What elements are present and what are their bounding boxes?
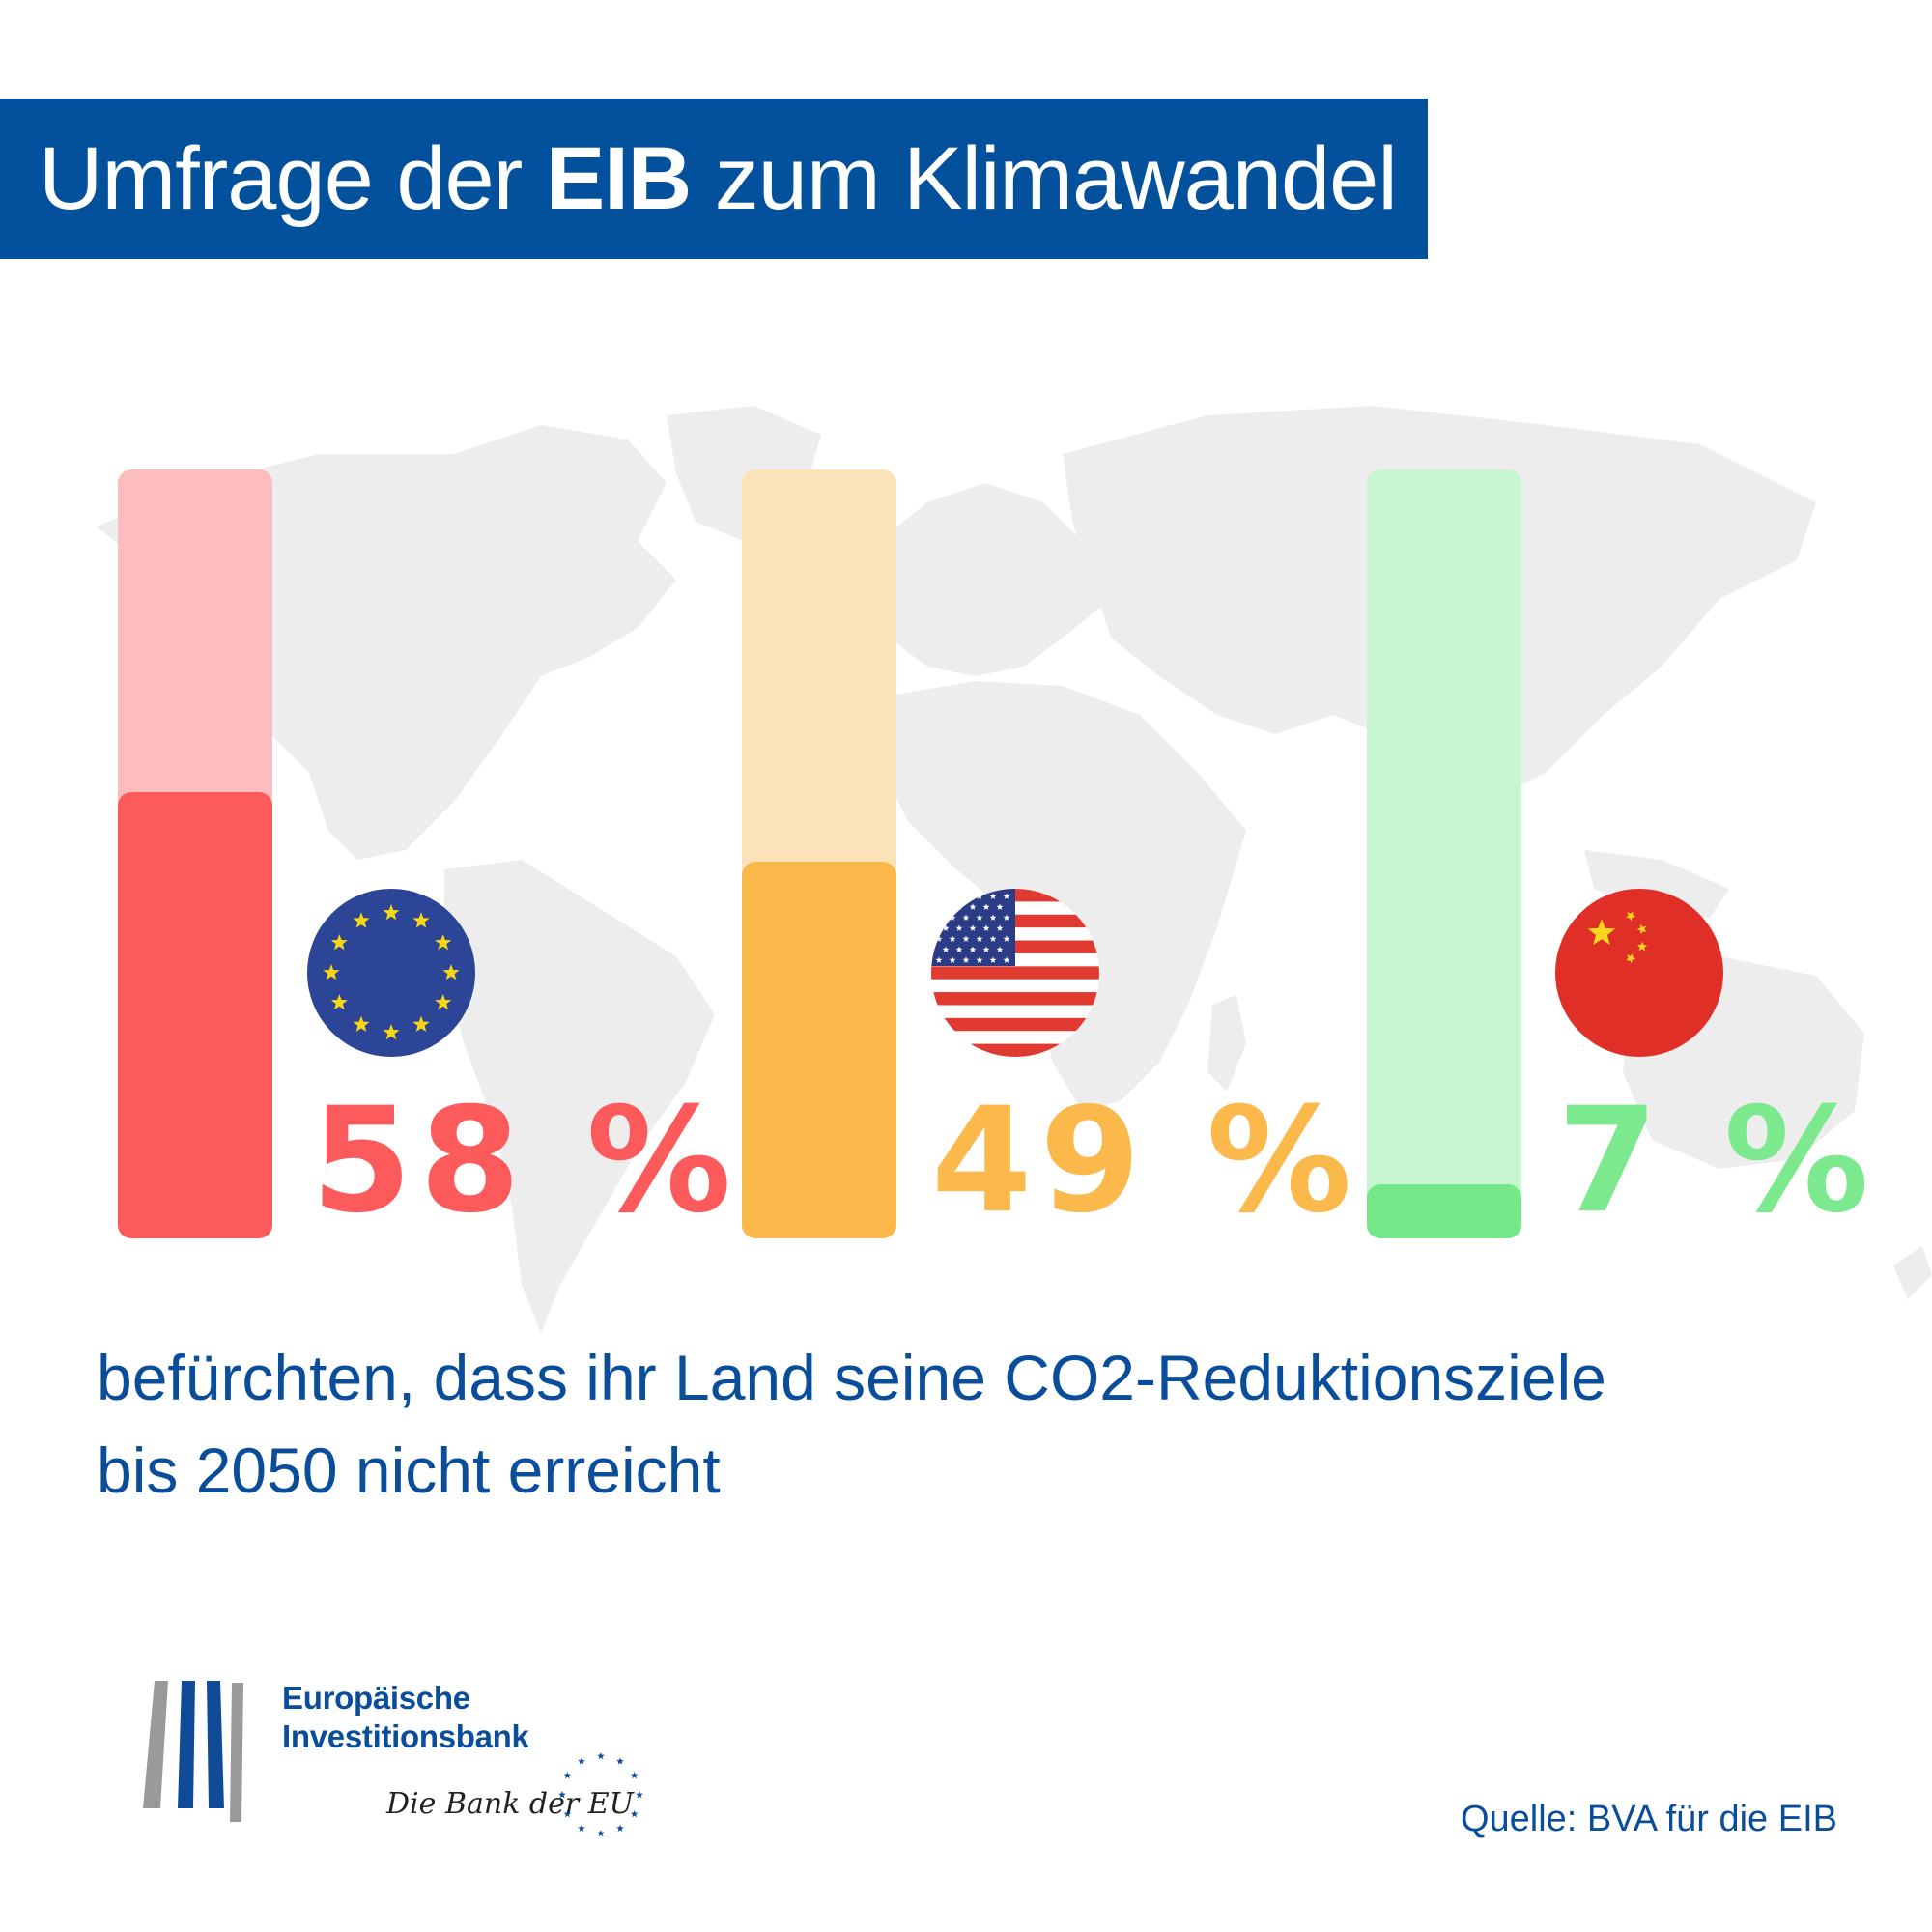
star-icon (578, 1757, 585, 1765)
star-icon (942, 903, 950, 910)
star-icon (1003, 893, 1010, 899)
star-icon (435, 994, 452, 1010)
star-icon (323, 964, 340, 980)
chart-caption: befürchten, dass ihr Land seine CO2-Redu… (97, 1331, 1855, 1517)
star-icon (558, 1791, 566, 1799)
star-icon (949, 914, 956, 921)
value-label: 7 % (1557, 1077, 1877, 1245)
star-icon (1636, 923, 1647, 935)
star-icon (942, 946, 950, 952)
star-icon (353, 1015, 370, 1032)
page-title: Umfrage der EIB zum Klimawandel (39, 128, 1398, 230)
flag-stripe (931, 1043, 1099, 1057)
star-icon (597, 1830, 605, 1837)
star-icon (976, 914, 983, 921)
star-icon (969, 903, 977, 910)
star-icon (935, 956, 943, 963)
logo-line-2: Investitionsbank (282, 1719, 529, 1754)
star-icon (636, 1791, 643, 1799)
star-icon (949, 935, 956, 942)
flag-stripe (931, 1017, 1099, 1032)
star-icon (383, 904, 400, 921)
star-icon (962, 914, 970, 921)
bar-fill (1367, 1184, 1521, 1238)
star-icon (935, 893, 943, 899)
eu-flag-icon (307, 889, 475, 1057)
star-icon (996, 924, 1004, 931)
star-icon (996, 903, 1004, 910)
star-icon (962, 893, 970, 899)
star-icon (630, 1810, 639, 1818)
star-icon (996, 946, 1004, 952)
star-icon (989, 935, 997, 942)
star-icon (976, 935, 983, 942)
star-icon (1003, 956, 1010, 963)
caption-line-2: bis 2050 nicht erreicht (97, 1435, 721, 1506)
bar-column-usa (742, 469, 896, 1238)
star-icon (989, 914, 997, 921)
star-icon (330, 934, 348, 951)
star-icon (935, 935, 943, 942)
value-label: 49 % (931, 1077, 1360, 1245)
star-icon (383, 1024, 400, 1040)
star-icon (597, 1752, 605, 1760)
star-icon (962, 956, 970, 963)
us-flag-icon (931, 889, 1099, 1057)
star-icon (1003, 935, 1010, 942)
star-icon (982, 903, 990, 910)
logo-slogan: Die Bank der EU (386, 1787, 634, 1821)
title-bar: Umfrage der EIB zum Klimawandel (0, 99, 1428, 259)
star-icon (1003, 914, 1010, 921)
star-icon (435, 934, 452, 951)
star-icon (412, 912, 430, 928)
star-icon (969, 924, 977, 931)
star-icon (949, 893, 956, 899)
star-icon (330, 994, 348, 1010)
bar-track (1367, 469, 1521, 1238)
bar-column-eu (118, 469, 272, 1238)
logo-stars-icon (558, 1752, 643, 1837)
star-icon (955, 946, 963, 952)
star-icon (976, 956, 983, 963)
star-icon (989, 956, 997, 963)
source-note: Quelle: BVA für die EIB (1460, 1799, 1837, 1839)
star-icon (969, 946, 977, 952)
star-icon (942, 924, 950, 931)
star-icon (962, 935, 970, 942)
star-icon (616, 1757, 624, 1765)
china-flag-icon (1555, 889, 1723, 1057)
flag-stripe (931, 966, 1099, 980)
star-icon (353, 912, 370, 928)
star-icon (989, 893, 997, 899)
title-bold: EIB (545, 128, 692, 228)
star-icon (955, 924, 963, 931)
star-icon (1626, 953, 1636, 964)
flag-stripe (931, 992, 1099, 1006)
star-icon (1626, 911, 1636, 922)
title-suffix: zum Klimawandel (691, 128, 1398, 228)
star-icon (982, 924, 990, 931)
star-icon (442, 964, 460, 980)
bar-fill (742, 862, 896, 1238)
bar-fill (118, 792, 272, 1238)
star-icon (616, 1824, 624, 1832)
star-icon (949, 956, 956, 963)
star-icon (935, 914, 943, 921)
star-icon (1636, 941, 1648, 952)
title-prefix: Umfrage der (39, 128, 546, 228)
star-icon (563, 1810, 572, 1818)
logo-line-1: Europäische (282, 1680, 470, 1716)
star-icon (982, 946, 990, 952)
caption-line-1: befürchten, dass ihr Land seine CO2-Redu… (97, 1342, 1606, 1413)
value-label: 58 % (311, 1077, 740, 1245)
star-icon (630, 1772, 639, 1779)
star-icon (563, 1772, 572, 1779)
bar-column-china (1367, 469, 1521, 1238)
star-icon (1587, 919, 1616, 946)
star-icon (412, 1015, 430, 1032)
eib-logo-icon (143, 1681, 243, 1822)
logo-wordmark: Europäische Investitionsbank (282, 1679, 529, 1756)
star-icon (578, 1824, 585, 1832)
